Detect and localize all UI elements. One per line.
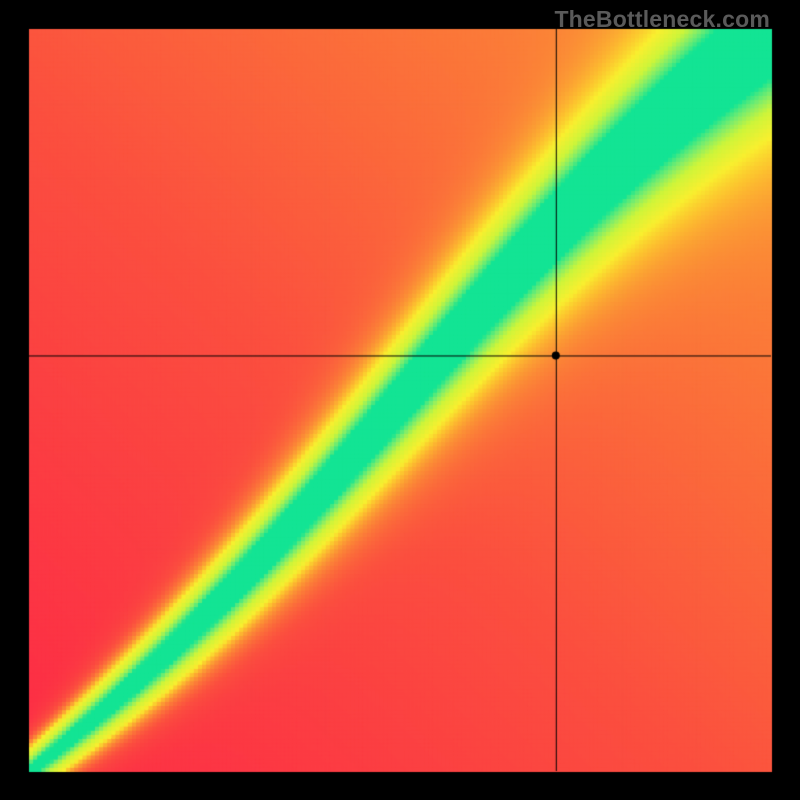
- watermark-text: TheBottleneck.com: [554, 6, 770, 33]
- chart-container: TheBottleneck.com: [0, 0, 800, 800]
- bottleneck-heatmap: [0, 0, 800, 800]
